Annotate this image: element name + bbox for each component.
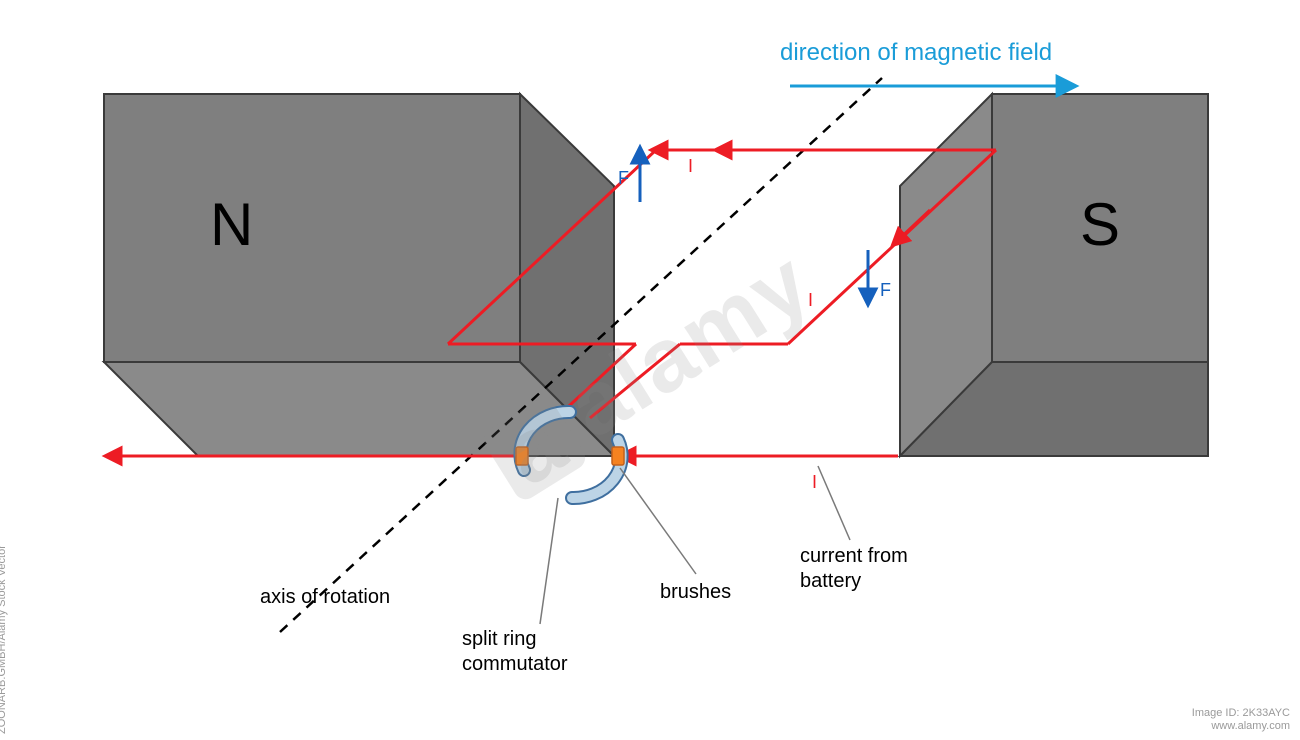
magnet-south-label: S <box>1080 191 1120 258</box>
diagram-svg: N S direction of magnetic field I I I <box>0 0 1300 740</box>
corner-credit: Image ID: 2K33AYC www.alamy.com <box>1192 707 1290 735</box>
label-axis: axis of rotation <box>260 586 390 608</box>
diagram-stage: N S direction of magnetic field I I I <box>0 0 1300 740</box>
corner-side-credit: ZOONARB.GMBH/Alamy Stock Vector <box>0 545 8 734</box>
magnet-north: N <box>104 94 614 456</box>
battery-current-label-1: current from <box>800 545 908 567</box>
battery-current-label-2: battery <box>800 570 861 592</box>
magnet-north-label: N <box>210 191 253 258</box>
field-label: direction of magnetic field <box>780 39 1052 66</box>
brushes-label: brushes <box>660 581 731 603</box>
axis-label: axis of rotation <box>260 586 390 608</box>
field-direction: direction of magnetic field <box>780 39 1070 86</box>
corner-url: www.alamy.com <box>1192 720 1290 734</box>
commutator-label-2: commutator <box>462 653 568 675</box>
corner-id: Image ID: 2K33AYC <box>1192 707 1290 721</box>
current-label-front: I <box>808 290 813 310</box>
brush-left <box>516 447 528 465</box>
force-down-label: F <box>880 280 891 300</box>
magnet-south: S <box>900 94 1208 456</box>
brush-right <box>612 447 624 465</box>
label-brushes: brushes <box>620 468 731 603</box>
current-label-top: I <box>688 156 693 176</box>
force-up-label: F <box>618 168 629 188</box>
current-label-lead: I <box>812 472 817 492</box>
commutator-label-1: split ring <box>462 628 536 650</box>
label-commutator: split ring commutator <box>462 498 568 675</box>
